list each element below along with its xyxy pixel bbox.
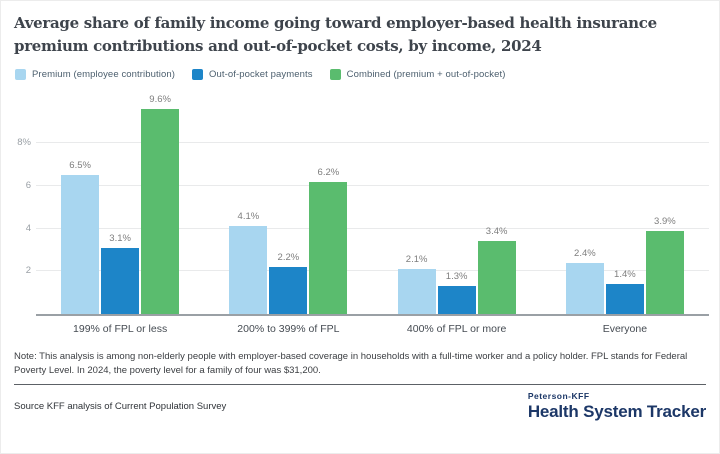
legend-item-combined-premium-out-of-pocket: Combined (premium + out-of-pocket) (329, 69, 506, 80)
legend-label: Premium (employee contribution) (32, 69, 176, 80)
bar-value-label: 3.1% (109, 232, 131, 244)
bar-value-label: 6.5% (69, 160, 91, 172)
gridline (36, 227, 709, 229)
bar-value-label: 3.4% (485, 226, 508, 238)
bar-group-200-to-399-of-fpl: 4.1% 2.2% 6.2% (204, 94, 372, 314)
gridline (36, 270, 709, 272)
bar-group-400-of-fpl-or-more: 2.1% 1.3% 3.4% (373, 94, 541, 314)
bar-value-label: 6.2% (317, 166, 340, 178)
footer: Source KFF analysis of Current Populatio… (14, 391, 706, 422)
x-axis-label-200-to-399-of-fpl: 200% to 399% of FPL (237, 323, 340, 335)
y-axis-tick: 4 (25, 222, 31, 234)
plot-area: 2 4 6 8% 6.5% 3.1% 9.6% 4.1% 2.2% 6.2% 2.1% 1.3% 3.4… (17, 94, 709, 316)
source-text: Source KFF analysis of Current Populatio… (14, 401, 227, 412)
bar-groups: 6.5% 3.1% 9.6% 4.1% 2.2% 6.2% 2.1% 1.3% 3.4% 2.4%… (36, 94, 709, 314)
bar-group-199-of-fpl-or-less: 6.5% 3.1% 9.6% (36, 94, 204, 314)
legend-item-out-of-pocket-payments: Out-of-pocket payments (192, 69, 313, 80)
bar-group-everyone: 2.4% 1.4% 3.9% (541, 94, 709, 314)
bar-premium-employee-contribution: 2.4% (565, 248, 604, 314)
x-axis-label-199-of-fpl-or-less: 199% of FPL or less (73, 323, 168, 335)
y-axis-tick: 6 (25, 179, 31, 191)
x-axis-labels: 199% of FPL or less 200% to 399% of FPL 40… (36, 316, 709, 335)
bar-combined-premium-out-of-pocket: 3.4% (477, 226, 516, 314)
bar-value-label: 3.9% (654, 215, 676, 227)
bar-out-of-pocket-payments: 1.3% (437, 271, 476, 314)
legend-label: Combined (premium + out-of-pocket) (346, 69, 506, 80)
bar-out-of-pocket-payments: 2.2% (269, 252, 308, 314)
bar-premium-employee-contribution: 2.1% (397, 254, 436, 314)
bar-value-label: 1.3% (445, 271, 468, 283)
bar-value-label: 2.2% (277, 252, 300, 264)
bar-out-of-pocket-payments: 3.1% (101, 233, 140, 314)
brand-logo: Peterson-KFF Health System Tracker (528, 391, 706, 422)
legend-swatch (15, 69, 26, 80)
bar-value-label: 2.4% (574, 247, 596, 259)
divider-line (14, 384, 706, 385)
y-axis-tick: 8% (17, 137, 31, 149)
bar-out-of-pocket-payments: 1.4% (605, 269, 644, 314)
bar-premium-employee-contribution: 4.1% (229, 211, 268, 314)
legend-label: Out-of-pocket payments (209, 69, 313, 80)
legend-item-premium-employee-contribution: Premium (employee contribution) (15, 69, 175, 80)
brand-peterson-kff: Peterson-KFF (527, 391, 590, 401)
gridline (36, 184, 709, 186)
y-axis-tick: 2 (25, 265, 31, 277)
chart-title: Average share of family income going tow… (14, 14, 657, 55)
bar-chart: 2 4 6 8% 6.5% 3.1% 9.6% 4.1% 2.2% 6.2% 2.1% 1.3% 3.4… (13, 94, 709, 335)
chart-card: Average share of family income going tow… (1, 1, 719, 422)
bar-combined-premium-out-of-pocket: 9.6% (141, 94, 180, 314)
brand-health-system-tracker: Health System Tracker (527, 402, 706, 421)
legend-swatch (329, 69, 341, 80)
legend: Premium (employee contribution) Out-of-po… (15, 69, 719, 80)
bar-value-label: 1.4% (614, 269, 636, 281)
bar-combined-premium-out-of-pocket: 6.2% (309, 167, 348, 314)
gridline (36, 142, 709, 144)
x-axis-label-400-of-fpl-or-more: 400% of FPL or more (406, 323, 507, 335)
note-text: Note: This analysis is among non-elderly… (14, 351, 688, 376)
legend-swatch (192, 69, 204, 80)
x-axis-label-everyone: Everyone (602, 323, 648, 335)
bar-value-label: 9.6% (149, 94, 171, 106)
bar-premium-employee-contribution: 6.5% (61, 160, 100, 314)
bar-value-label: 2.1% (405, 254, 428, 266)
bar-value-label: 4.1% (237, 211, 260, 223)
bar-combined-premium-out-of-pocket: 3.9% (645, 216, 684, 314)
